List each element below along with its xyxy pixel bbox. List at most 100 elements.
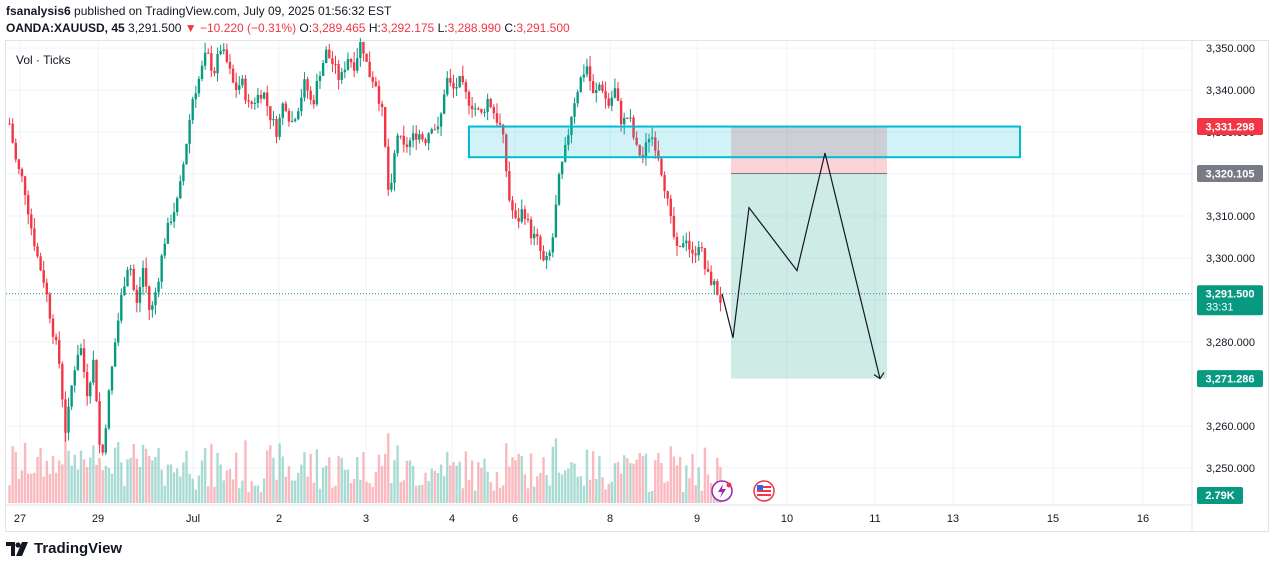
close-label: C: bbox=[504, 21, 517, 35]
candle-body bbox=[67, 406, 70, 433]
candle-body bbox=[371, 77, 374, 82]
tradingview-footer[interactable]: TradingView bbox=[6, 540, 122, 557]
volume-bar bbox=[551, 446, 555, 503]
candle-body bbox=[303, 79, 306, 98]
symbol-name[interactable]: OANDA:XAUUSD, 45 bbox=[6, 21, 125, 35]
volume-bar bbox=[573, 463, 576, 503]
y-tick-label: 3,300.000 bbox=[1206, 253, 1255, 265]
candle-body bbox=[284, 103, 288, 111]
candle-body bbox=[324, 49, 328, 64]
volume-bar bbox=[234, 452, 238, 503]
candle-body bbox=[269, 106, 272, 121]
candle-body bbox=[340, 72, 343, 80]
volume-bar bbox=[505, 443, 508, 503]
volume-bar bbox=[629, 463, 632, 503]
volume-bar bbox=[238, 488, 241, 503]
volume-bar bbox=[197, 475, 201, 503]
candle-body bbox=[259, 94, 263, 99]
candle-body bbox=[467, 92, 471, 106]
volume-bar bbox=[321, 467, 325, 503]
candle-body bbox=[110, 366, 114, 391]
volume-bar bbox=[241, 480, 244, 503]
volume-bar bbox=[477, 462, 480, 503]
volume-bar bbox=[23, 442, 27, 503]
candle-body bbox=[486, 99, 489, 112]
candle-body bbox=[427, 133, 430, 144]
volume-bar bbox=[169, 464, 173, 503]
price-tag-label: 3,291.500 bbox=[1206, 289, 1255, 301]
volume-bar bbox=[64, 432, 67, 503]
candle-body bbox=[672, 215, 676, 237]
candle-body bbox=[557, 174, 561, 205]
x-tick-label: 4 bbox=[449, 513, 455, 525]
candle-body bbox=[191, 99, 194, 121]
scenario-line bbox=[721, 152, 881, 379]
volume-bar bbox=[700, 490, 704, 503]
price-tag-bg bbox=[1197, 285, 1263, 316]
candle-body bbox=[222, 49, 225, 52]
candle-body bbox=[8, 123, 11, 125]
earnings-icon[interactable] bbox=[711, 480, 733, 502]
volume-bar bbox=[26, 473, 30, 503]
candle-body bbox=[598, 84, 601, 91]
candle-body bbox=[256, 94, 260, 103]
volume-bar bbox=[374, 472, 378, 503]
resistance-zone[interactable] bbox=[468, 125, 1021, 159]
volume-bar bbox=[250, 481, 253, 503]
candle-body bbox=[213, 70, 216, 74]
countdown-label: 33:31 bbox=[1206, 302, 1234, 314]
candle-body bbox=[694, 253, 697, 256]
short-position-tool[interactable] bbox=[731, 126, 887, 379]
candle-body bbox=[113, 342, 117, 367]
volume-bar bbox=[436, 472, 440, 503]
candle-body bbox=[293, 119, 297, 121]
volume-bar bbox=[120, 462, 123, 503]
volume-bar bbox=[458, 461, 461, 503]
volume-bar bbox=[548, 485, 551, 503]
candle-body bbox=[207, 52, 210, 54]
scenario-path[interactable] bbox=[721, 152, 885, 380]
volume-bar bbox=[470, 460, 474, 503]
candle-body bbox=[36, 246, 39, 257]
author-name[interactable]: fsanalysis6 bbox=[6, 4, 71, 18]
volume-bar bbox=[601, 477, 604, 503]
high-label: H: bbox=[368, 21, 381, 35]
change-value: −10.220 (−0.31%) bbox=[200, 21, 297, 35]
us-flag-icon[interactable] bbox=[753, 480, 775, 502]
candle-body bbox=[253, 102, 256, 104]
candle-body bbox=[123, 286, 126, 296]
candle-body bbox=[349, 58, 353, 63]
volume-bar bbox=[17, 478, 21, 503]
candle-body bbox=[262, 92, 266, 99]
event-icons[interactable] bbox=[711, 480, 775, 502]
volume-bar bbox=[79, 450, 83, 503]
volume-bar bbox=[259, 492, 263, 503]
volume-bar bbox=[284, 476, 288, 503]
volume-bar bbox=[210, 443, 213, 503]
candle-body bbox=[576, 92, 579, 104]
candle-body bbox=[542, 250, 545, 261]
candle-body bbox=[480, 108, 483, 113]
volume-bar bbox=[570, 462, 573, 503]
high-value: 3,292.175 bbox=[380, 21, 435, 35]
volume-bar bbox=[281, 456, 284, 503]
candle-body bbox=[573, 103, 576, 117]
candle-body bbox=[545, 255, 548, 261]
volume-bar bbox=[560, 474, 564, 503]
close-value: 3,291.500 bbox=[516, 21, 570, 35]
volume-bar bbox=[352, 479, 356, 503]
time-axis[interactable]: 27 29 Jul 2 3 4 6 8 9 10 11 13 15 16 bbox=[6, 504, 1192, 525]
candle-body bbox=[169, 221, 173, 223]
volume-bar bbox=[126, 459, 129, 503]
candle-body bbox=[700, 247, 704, 249]
volume-bar bbox=[39, 448, 42, 503]
volume-bar bbox=[356, 457, 359, 503]
candle-body bbox=[548, 252, 551, 256]
volume-bar bbox=[76, 469, 80, 503]
volume-bar bbox=[427, 480, 430, 503]
candle-body bbox=[383, 107, 387, 147]
volume-bar bbox=[564, 470, 567, 503]
candle-body bbox=[560, 161, 564, 175]
volume-bar bbox=[657, 452, 660, 503]
